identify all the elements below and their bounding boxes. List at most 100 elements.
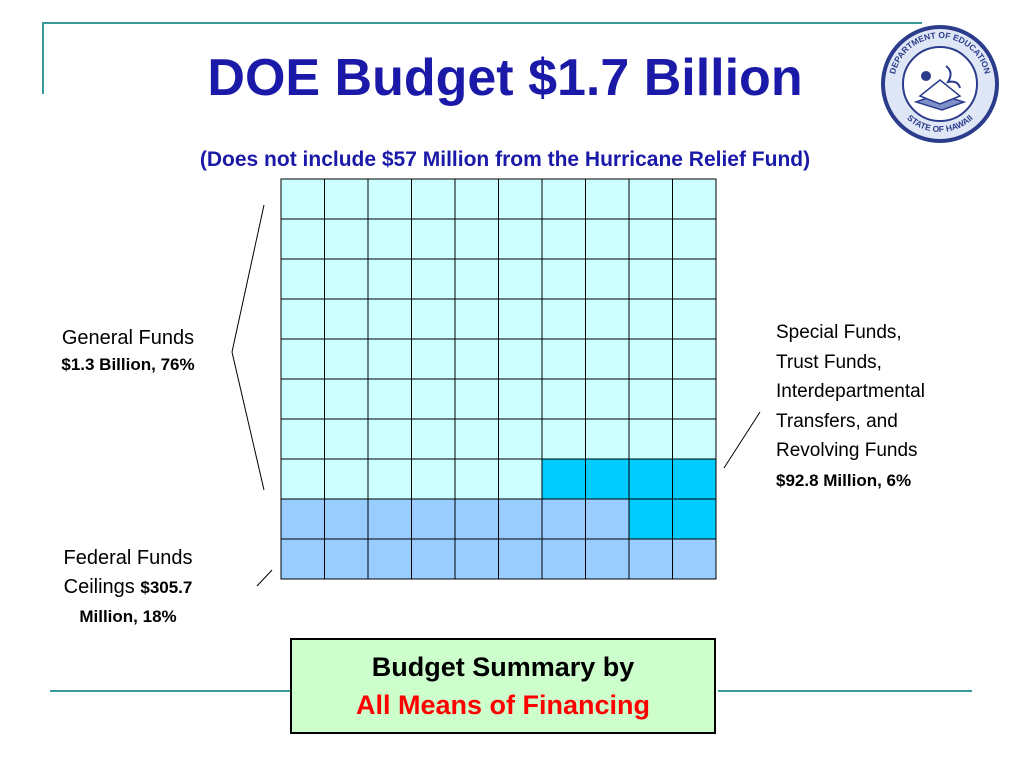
general-funds-cell	[498, 218, 543, 260]
budget-summary-box: Budget Summary by All Means of Financing	[290, 638, 716, 734]
federal-funds-cell	[454, 498, 499, 540]
federal-funds-label: Federal Funds Ceilings $305.7 Million, 1…	[28, 544, 228, 631]
general-funds-cell	[280, 178, 325, 220]
special-funds-line: Transfers, and	[776, 410, 898, 432]
federal-funds-leader-line	[256, 569, 273, 587]
general-funds-cell	[585, 218, 630, 260]
federal-funds-cell	[280, 538, 325, 580]
general-funds-cell	[498, 378, 543, 420]
federal-funds-cell	[324, 538, 369, 580]
general-funds-cell	[324, 218, 369, 260]
general-funds-cell	[367, 378, 412, 420]
general-funds-cell	[628, 418, 673, 460]
general-funds-leader-line-upper	[231, 204, 265, 353]
general-funds-cell	[367, 178, 412, 220]
general-funds-cell	[280, 458, 325, 500]
federal-funds-cell	[585, 538, 630, 580]
general-funds-cell	[280, 298, 325, 340]
summary-line1: Budget Summary by	[371, 652, 635, 682]
federal-funds-value-part2: Million, 18%	[79, 607, 177, 626]
general-funds-cell	[585, 298, 630, 340]
special-funds-cell	[585, 458, 630, 500]
general-funds-cell	[628, 338, 673, 380]
general-funds-cell	[367, 418, 412, 460]
federal-funds-cell	[367, 538, 412, 580]
general-funds-cell	[585, 378, 630, 420]
general-funds-cell	[628, 218, 673, 260]
chart-title: DOE Budget $1.7 Billion	[207, 49, 803, 107]
general-funds-cell	[454, 338, 499, 380]
general-funds-cell	[411, 298, 456, 340]
general-funds-cell	[672, 178, 717, 220]
federal-funds-cell	[411, 498, 456, 540]
general-funds-cell	[498, 298, 543, 340]
federal-funds-cell	[672, 538, 717, 580]
general-funds-cell	[411, 338, 456, 380]
general-funds-cell	[498, 418, 543, 460]
federal-funds-cell	[454, 538, 499, 580]
federal-funds-cell	[498, 498, 543, 540]
general-funds-cell	[585, 178, 630, 220]
general-funds-cell	[324, 258, 369, 300]
general-funds-cell	[672, 298, 717, 340]
footer-line-right	[718, 690, 972, 692]
general-funds-cell	[367, 298, 412, 340]
general-funds-cell	[541, 258, 586, 300]
general-funds-cell	[541, 338, 586, 380]
general-funds-cell	[367, 218, 412, 260]
federal-funds-cell	[411, 538, 456, 580]
general-funds-cell	[628, 298, 673, 340]
frame-accent-horizontal	[42, 22, 922, 24]
general-funds-cell	[324, 178, 369, 220]
general-funds-cell	[498, 458, 543, 500]
general-funds-cell	[454, 418, 499, 460]
general-funds-cell	[324, 458, 369, 500]
general-funds-cell	[280, 418, 325, 460]
general-funds-label: General Funds $1.3 Billion, 76%	[28, 325, 228, 378]
general-funds-cell	[585, 418, 630, 460]
general-funds-cell	[454, 258, 499, 300]
general-funds-cell	[672, 218, 717, 260]
general-funds-cell	[411, 258, 456, 300]
special-funds-line: Trust Funds,	[776, 351, 882, 373]
general-funds-cell	[454, 178, 499, 220]
federal-funds-cell	[628, 538, 673, 580]
special-funds-cell	[672, 498, 717, 540]
federal-funds-cell	[324, 498, 369, 540]
special-funds-value: $92.8 Million, 6%	[776, 470, 912, 490]
department-of-education-seal-icon: DEPARTMENT OF EDUCATION STATE OF HAWAII	[881, 25, 999, 143]
special-funds-cell	[541, 458, 586, 500]
general-funds-cell	[585, 338, 630, 380]
federal-funds-cell	[498, 538, 543, 580]
general-funds-cell	[324, 418, 369, 460]
general-funds-cell	[585, 258, 630, 300]
chart-subtitle: (Does not include $57 Million from the H…	[199, 148, 811, 171]
general-funds-cell	[411, 378, 456, 420]
general-funds-cell	[541, 418, 586, 460]
general-funds-name: General Funds	[61, 327, 195, 349]
general-funds-cell	[411, 418, 456, 460]
special-funds-cell	[672, 458, 717, 500]
special-funds-line: Interdepartmental	[776, 381, 925, 402]
general-funds-cell	[280, 258, 325, 300]
federal-funds-line2-prefix: Ceilings	[63, 576, 135, 598]
frame-accent-vertical	[42, 22, 44, 94]
federal-funds-cell	[367, 498, 412, 540]
special-funds-line: Revolving Funds	[776, 440, 918, 461]
general-funds-cell	[541, 378, 586, 420]
general-funds-cell	[280, 218, 325, 260]
general-funds-cell	[367, 258, 412, 300]
general-funds-cell	[672, 418, 717, 460]
special-funds-leader-line	[723, 411, 761, 469]
general-funds-cell	[411, 178, 456, 220]
general-funds-leader-line-lower	[231, 351, 265, 491]
special-funds-cell	[628, 458, 673, 500]
general-funds-cell	[672, 338, 717, 380]
general-funds-cell	[324, 378, 369, 420]
general-funds-cell	[541, 298, 586, 340]
federal-funds-value-part1: $305.7	[140, 578, 193, 597]
federal-funds-line1: Federal Funds	[63, 547, 193, 569]
general-funds-cell	[498, 178, 543, 220]
federal-funds-cell	[541, 538, 586, 580]
general-funds-cell	[541, 218, 586, 260]
